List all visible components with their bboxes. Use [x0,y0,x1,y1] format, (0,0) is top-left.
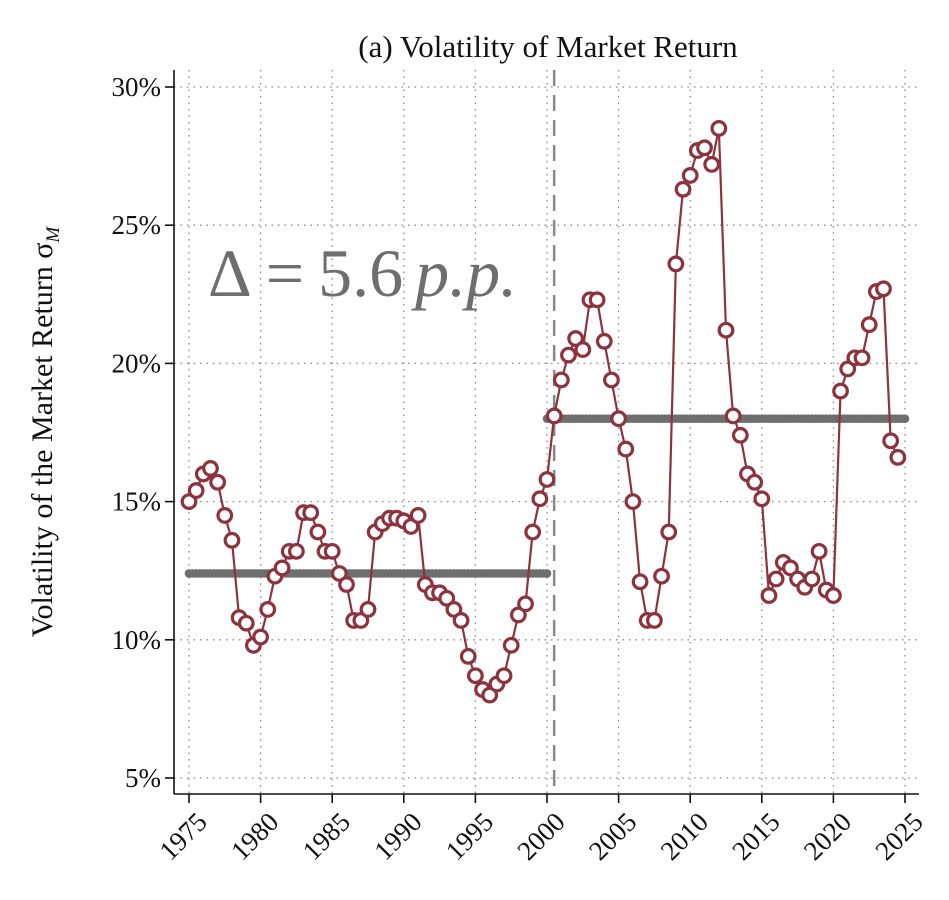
volatility-point [223,531,241,549]
x-tick-label: 2010 [655,807,714,866]
volatility-point [538,471,556,488]
volatility-point [860,316,878,334]
volatility-point [459,647,477,665]
x-tick-label: 1975 [153,807,212,866]
volatility-point [237,614,255,632]
chart-title: (a) Volatility of Market Return [358,29,738,64]
volatility-point [610,410,627,428]
volatility-point [338,576,355,593]
x-tick-label: 2015 [726,807,785,866]
volatility-point [531,490,549,508]
y-tick-label: 10% [112,625,162,655]
volatility-point [825,587,842,604]
volatility-point [409,507,427,524]
y-axis-label-subscript: M [43,226,64,244]
volatility-point [302,504,320,522]
volatility-point [309,523,327,541]
volatility-point [710,120,728,137]
delta-annotation: Δ = 5.6 p.p. [208,235,517,311]
volatility-point [832,382,849,400]
volatility-point [767,570,785,588]
volatility-point [803,570,821,588]
volatility-point [889,448,907,466]
volatility-point [560,346,577,364]
volatility-point [495,667,513,685]
volatility-point [753,490,771,508]
x-tick-label: 1985 [297,807,356,866]
x-tick-label: 2020 [798,807,857,866]
volatility-point [653,567,670,585]
y-tick-label: 30% [112,72,162,102]
x-tick-label: 1980 [225,807,284,866]
volatility-point [617,440,635,458]
volatility-point [760,587,778,604]
volatility-point [681,167,699,184]
volatility-point [288,542,305,560]
volatility-point [603,371,620,389]
x-tick-label: 2025 [869,807,928,866]
volatility-line [188,128,899,697]
volatility-point [273,559,291,577]
volatility-point [703,155,721,173]
annotation-delta: Δ [208,235,252,311]
volatility-point [595,332,613,350]
mean-dot [542,569,552,578]
ticks: 1975 1980 1985 1990 1995 2000 2005 2010 2015 2020… [112,72,929,866]
x-tick-label: 1995 [440,807,499,866]
volatility-point [731,426,749,444]
volatility-point [452,612,470,629]
volatility-point [467,667,484,685]
volatility-series [180,120,907,704]
volatility-point [631,573,649,591]
volatility-point [746,473,764,491]
y-tick-label: 25% [112,210,162,240]
volatility-point [646,612,663,629]
axes [173,70,919,795]
volatility-point [660,523,678,541]
volatility-point [624,493,642,511]
volatility-point [875,280,892,298]
annotation-equals: = [266,235,304,311]
mean-dot [900,414,910,423]
volatility-point [259,600,277,618]
volatility-point [216,507,234,524]
volatility-point [696,139,713,157]
volatility-point [359,600,377,618]
volatility-point [187,482,205,499]
y-tick-label: 15% [112,487,162,517]
y-axis-label-main: Volatility of the Market Return σ [26,243,59,638]
volatility-point [674,180,692,198]
volatility-point [853,349,871,367]
x-tick-label: 2000 [511,807,570,866]
volatility-point [209,473,227,491]
annotation-value: 5.6 [318,235,403,311]
volatility-point [323,542,341,560]
volatility-point [724,407,742,425]
volatility-point [882,432,900,450]
volatility-point [667,255,685,273]
x-tick-label: 1990 [368,807,427,866]
grid [174,70,919,794]
annotation-unit: p.p. [411,235,517,311]
volatility-point [717,321,735,339]
volatility-point [517,595,534,613]
volatility-point [588,291,606,309]
volatility-point [252,628,270,646]
y-tick-label: 5% [125,763,161,793]
x-tick-label: 2005 [583,807,642,866]
y-axis-label: Volatility of the Market Return σM [26,226,64,638]
volatility-point [524,523,542,541]
y-tick-label: 20% [112,348,162,378]
volatility-point [202,460,219,477]
volatility-point [810,542,828,560]
volatility-point [545,407,563,425]
volatility-point [552,371,570,389]
volatility-point [574,341,592,358]
volatility-point [502,636,520,654]
